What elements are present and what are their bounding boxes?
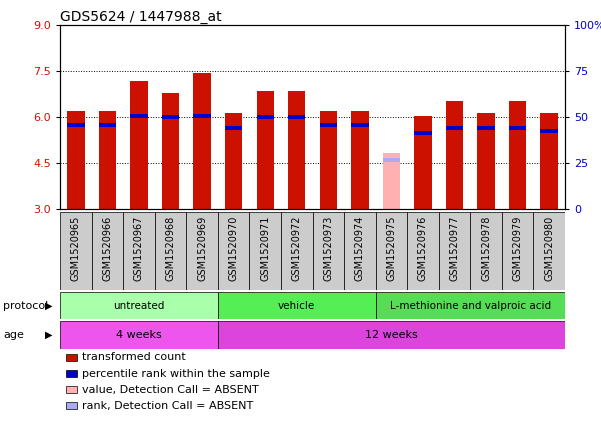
Bar: [281, 212, 313, 290]
Text: GSM1520974: GSM1520974: [355, 215, 365, 281]
Bar: [130, 81, 148, 209]
Text: GSM1520971: GSM1520971: [260, 215, 270, 281]
Bar: [67, 123, 85, 127]
Bar: [60, 292, 218, 319]
Bar: [376, 212, 407, 290]
Text: L-methionine and valproic acid: L-methionine and valproic acid: [389, 301, 551, 310]
Bar: [186, 212, 218, 290]
Bar: [257, 91, 274, 209]
Bar: [509, 126, 526, 130]
Bar: [320, 111, 337, 209]
Text: rank, Detection Call = ABSENT: rank, Detection Call = ABSENT: [82, 401, 253, 411]
Bar: [414, 131, 432, 135]
Bar: [320, 123, 337, 127]
Bar: [162, 115, 179, 118]
Bar: [313, 212, 344, 290]
Text: GDS5624 / 1447988_at: GDS5624 / 1447988_at: [60, 10, 222, 25]
Bar: [509, 101, 526, 209]
Bar: [194, 114, 211, 118]
Bar: [60, 321, 218, 349]
Bar: [194, 73, 211, 209]
Bar: [225, 126, 242, 130]
Bar: [446, 126, 463, 130]
Text: ▶: ▶: [46, 330, 53, 340]
Bar: [414, 116, 432, 209]
Text: GSM1520978: GSM1520978: [481, 215, 491, 281]
Text: GSM1520970: GSM1520970: [228, 215, 239, 281]
Text: vehicle: vehicle: [278, 301, 316, 310]
Text: transformed count: transformed count: [82, 352, 186, 363]
Bar: [130, 114, 148, 118]
Text: GSM1520972: GSM1520972: [291, 215, 302, 281]
Bar: [60, 212, 91, 290]
Text: age: age: [3, 330, 24, 340]
Bar: [534, 212, 565, 290]
Text: GSM1520977: GSM1520977: [450, 215, 460, 281]
Bar: [344, 212, 376, 290]
Bar: [502, 212, 534, 290]
Bar: [288, 115, 305, 118]
Bar: [376, 292, 565, 319]
Bar: [446, 101, 463, 209]
Bar: [99, 123, 116, 127]
Bar: [155, 212, 186, 290]
Bar: [67, 111, 85, 209]
Text: GSM1520969: GSM1520969: [197, 215, 207, 281]
Bar: [123, 212, 155, 290]
Bar: [91, 212, 123, 290]
Bar: [540, 113, 558, 209]
Bar: [99, 111, 116, 209]
Text: GSM1520975: GSM1520975: [386, 215, 397, 281]
Bar: [218, 292, 376, 319]
Text: protocol: protocol: [3, 301, 48, 310]
Text: GSM1520976: GSM1520976: [418, 215, 428, 281]
Bar: [257, 115, 274, 118]
Text: GSM1520980: GSM1520980: [544, 215, 554, 281]
Bar: [407, 212, 439, 290]
Bar: [218, 321, 565, 349]
Bar: [383, 153, 400, 209]
Text: GSM1520966: GSM1520966: [102, 215, 112, 281]
Bar: [249, 212, 281, 290]
Bar: [477, 126, 495, 130]
Text: ▶: ▶: [46, 301, 53, 310]
Text: GSM1520979: GSM1520979: [513, 215, 523, 281]
Bar: [383, 159, 400, 162]
Text: 12 weeks: 12 weeks: [365, 330, 418, 340]
Text: GSM1520973: GSM1520973: [323, 215, 334, 281]
Bar: [351, 123, 368, 127]
Bar: [477, 113, 495, 209]
Text: untreated: untreated: [114, 301, 165, 310]
Bar: [540, 129, 558, 133]
Text: GSM1520968: GSM1520968: [165, 215, 175, 281]
Bar: [218, 212, 249, 290]
Bar: [470, 212, 502, 290]
Text: value, Detection Call = ABSENT: value, Detection Call = ABSENT: [82, 385, 258, 395]
Bar: [225, 113, 242, 209]
Bar: [162, 93, 179, 209]
Text: percentile rank within the sample: percentile rank within the sample: [82, 368, 270, 379]
Bar: [439, 212, 470, 290]
Bar: [351, 111, 368, 209]
Text: GSM1520967: GSM1520967: [134, 215, 144, 281]
Bar: [288, 91, 305, 209]
Text: GSM1520965: GSM1520965: [71, 215, 81, 281]
Text: 4 weeks: 4 weeks: [116, 330, 162, 340]
